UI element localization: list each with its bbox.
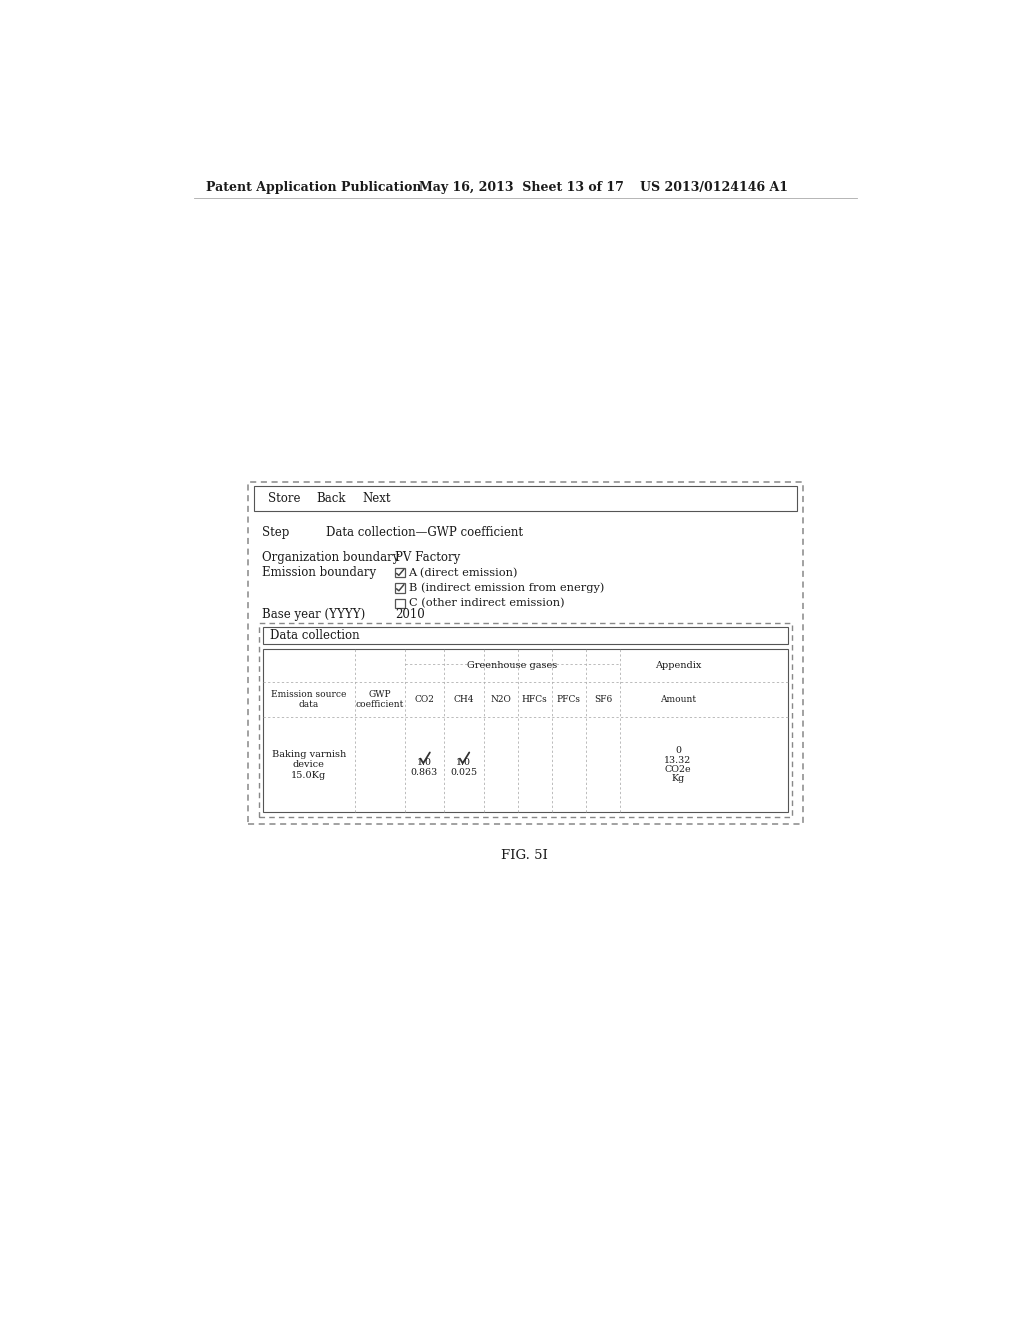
Bar bbox=[263, 649, 788, 812]
Text: Organization boundary: Organization boundary bbox=[262, 550, 399, 564]
Text: Step: Step bbox=[262, 527, 290, 539]
Text: Amount: Amount bbox=[659, 696, 696, 704]
Text: HFCs: HFCs bbox=[522, 696, 548, 704]
Text: 0.025: 0.025 bbox=[451, 768, 477, 777]
Text: US 2013/0124146 A1: US 2013/0124146 A1 bbox=[640, 181, 787, 194]
Text: Patent Application Publication: Patent Application Publication bbox=[206, 181, 421, 194]
Text: Baking varnish
device
15.0Kg: Baking varnish device 15.0Kg bbox=[271, 750, 346, 780]
Text: Back: Back bbox=[316, 492, 346, 506]
Text: C (other indirect emission): C (other indirect emission) bbox=[409, 598, 564, 609]
Text: 2010: 2010 bbox=[395, 607, 425, 620]
Text: Next: Next bbox=[362, 492, 391, 506]
Text: CO2: CO2 bbox=[415, 696, 434, 704]
Text: 1.0: 1.0 bbox=[417, 758, 432, 767]
Text: CO2e: CO2e bbox=[665, 764, 691, 774]
Text: 0: 0 bbox=[675, 746, 681, 755]
Text: Emission source
data: Emission source data bbox=[271, 690, 346, 709]
Text: PFCs: PFCs bbox=[557, 696, 581, 704]
Bar bbox=[263, 627, 788, 644]
Bar bbox=[395, 599, 404, 609]
Text: GWP
coefficient: GWP coefficient bbox=[355, 690, 403, 709]
Text: May 16, 2013  Sheet 13 of 17: May 16, 2013 Sheet 13 of 17 bbox=[419, 181, 624, 194]
Text: CH4: CH4 bbox=[454, 696, 474, 704]
Text: 0.863: 0.863 bbox=[411, 768, 438, 777]
Text: Greenhouse gases: Greenhouse gases bbox=[467, 661, 557, 669]
Text: SF6: SF6 bbox=[594, 696, 612, 704]
Text: Appendix: Appendix bbox=[654, 661, 701, 669]
Text: FIG. 5I: FIG. 5I bbox=[502, 849, 548, 862]
Text: Emission boundary: Emission boundary bbox=[262, 566, 376, 579]
Bar bbox=[254, 487, 797, 511]
Text: B (indirect emission from energy): B (indirect emission from energy) bbox=[409, 582, 604, 594]
Text: 1.0: 1.0 bbox=[457, 758, 471, 767]
Bar bbox=[395, 568, 404, 577]
Text: Data collection—GWP coefficient: Data collection—GWP coefficient bbox=[326, 527, 522, 539]
Text: A (direct emission): A (direct emission) bbox=[409, 568, 518, 578]
Text: Data collection: Data collection bbox=[270, 630, 359, 643]
Text: Kg: Kg bbox=[672, 774, 685, 783]
Text: N2O: N2O bbox=[490, 696, 511, 704]
Text: Base year (YYYY): Base year (YYYY) bbox=[262, 607, 366, 620]
Bar bbox=[248, 482, 803, 825]
Text: PV Factory: PV Factory bbox=[395, 550, 461, 564]
Bar bbox=[395, 583, 404, 593]
Text: Store: Store bbox=[268, 492, 301, 506]
Text: 13.32: 13.32 bbox=[665, 755, 691, 764]
Bar bbox=[259, 623, 793, 817]
